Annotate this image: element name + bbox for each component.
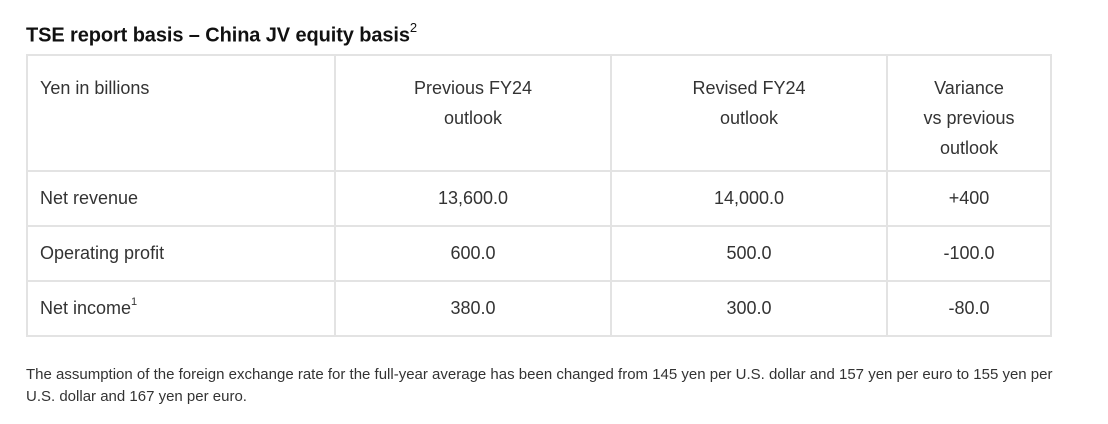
cell-variance: -80.0 [886,280,1052,337]
row-label: Net revenue [26,170,336,227]
header-variance-line3: outlook [939,138,999,158]
table-row-net-revenue: Net revenue 13,600.0 14,000.0 +400 [26,170,1052,227]
table-header-row: Yen in billions Previous FY24 outlook Re… [26,54,1052,172]
cell-previous: 600.0 [334,225,612,282]
header-previous-line2: outlook [443,108,503,128]
header-previous-outlook: Previous FY24 outlook [334,54,612,172]
header-variance-line2: vs previous [923,108,1015,128]
header-revised-line2: outlook [719,108,779,128]
row-label: Operating profit [26,225,336,282]
header-variance: Variance vs previous outlook [886,54,1052,172]
cell-previous: 13,600.0 [334,170,612,227]
cell-revised: 500.0 [610,225,888,282]
header-revised-line1: Revised FY24 [692,78,806,98]
header-variance-line1: Variance [934,78,1004,98]
table-row-net-income: Net income1 380.0 300.0 -80.0 [26,280,1052,337]
cell-variance: -100.0 [886,225,1052,282]
header-units: Yen in billions [26,54,336,172]
title-footnote-marker: 2 [409,20,418,35]
cell-variance: +400 [886,170,1052,227]
cell-revised: 14,000.0 [610,170,888,227]
cell-previous: 380.0 [334,280,612,337]
header-revised-outlook: Revised FY24 outlook [610,54,888,172]
section-title: TSE report basis – China JV equity basis… [26,20,418,48]
fx-assumption-note: The assumption of the foreign exchange r… [26,366,1053,405]
header-previous-line1: Previous FY24 [413,78,533,98]
row-label-text: Net income [40,298,132,318]
outlook-table: Yen in billions Previous FY24 outlook Re… [26,54,1052,337]
table-row-operating-profit: Operating profit 600.0 500.0 -100.0 [26,225,1052,282]
row-footnote-marker: 1 [131,296,138,308]
row-label-text: Operating profit [40,243,165,263]
row-label-text: Net revenue [40,188,139,208]
cell-revised: 300.0 [610,280,888,337]
section-title-text: TSE report basis – China JV equity basis [26,24,410,47]
row-label: Net income1 [26,280,336,337]
